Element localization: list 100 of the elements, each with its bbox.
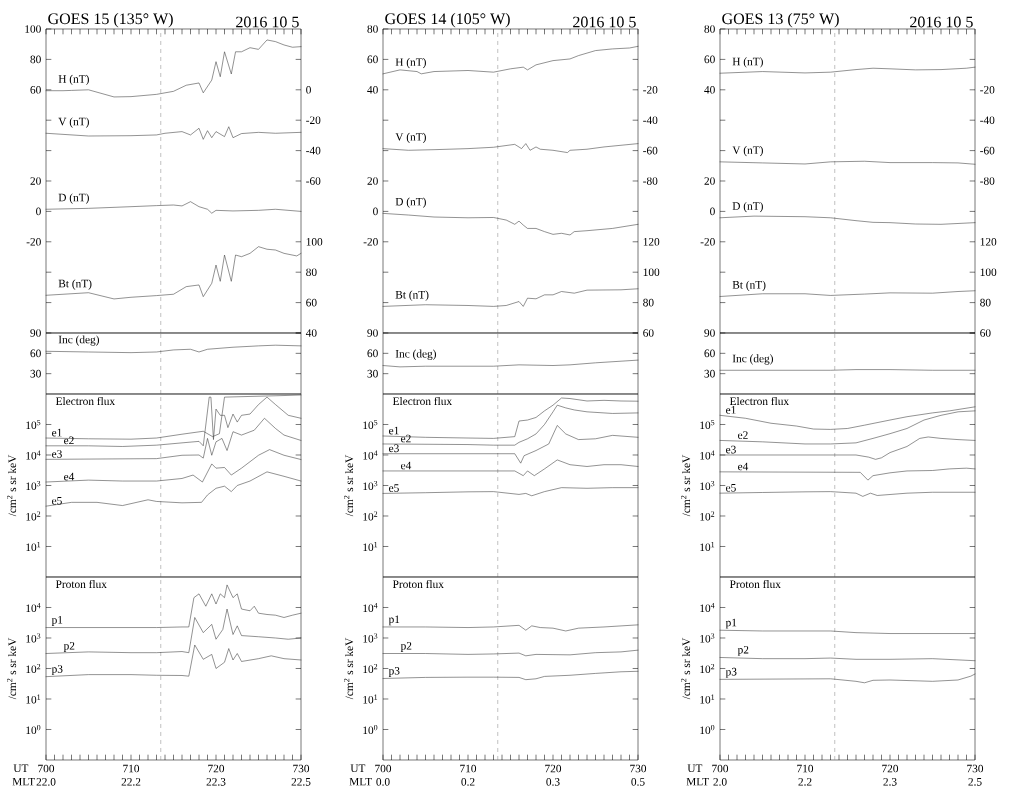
y2-tick-label: 0: [306, 85, 311, 94]
y-tick-label: 0: [373, 207, 378, 216]
series-label: e1: [52, 428, 62, 437]
line-series: [45, 644, 302, 677]
y-tick-label: 20: [367, 177, 378, 185]
series-label: e4: [401, 461, 412, 470]
y-axis-title: /cm$^{2}$ s sr keV: [343, 454, 354, 517]
series-label: V (nT): [58, 117, 89, 128]
x2-axis-title: MLT: [349, 777, 372, 786]
x-tick-label: 730: [293, 764, 310, 773]
series-label: p3: [51, 665, 63, 676]
y2-tick-label: -20: [643, 85, 658, 94]
x2-tick-label: 22.5: [291, 778, 311, 786]
series-label: V (nT): [395, 132, 426, 144]
y-tick-label: 90: [704, 329, 715, 337]
line-series: [382, 459, 639, 476]
line-series: [382, 143, 639, 153]
y-tick-label: -20: [363, 237, 378, 246]
series-label: e1: [726, 406, 736, 414]
y-tick-label: 10$^{2}$: [700, 511, 715, 521]
y2-tick-label: 60: [306, 298, 317, 307]
y-axis-title: /cm$^{2}$ s sr keV: [6, 637, 17, 700]
chart-title: GOES 13 (75° W): [722, 12, 839, 28]
line-series: [45, 126, 302, 140]
y-tick-label: 20: [704, 177, 715, 185]
y-tick-label: 10$^{2}$: [363, 511, 378, 521]
series-label: e1: [389, 426, 399, 435]
y-tick-label: 10$^{0}$: [363, 724, 378, 735]
line-series: [45, 246, 302, 300]
series-label: e3: [52, 450, 62, 458]
series-label: p1: [388, 615, 400, 626]
y-tick-label: 60: [704, 349, 715, 358]
y-tick-label: -20: [700, 237, 715, 246]
y-tick-label: 10$^{1}$: [363, 694, 378, 704]
chart-title: Proton flux: [392, 579, 444, 589]
x2-tick-label: 2.5: [968, 778, 982, 786]
y-tick-label: 10$^{5}$: [26, 419, 41, 430]
x-tick-label: 700: [712, 764, 729, 773]
series-label: Inc (deg): [395, 349, 436, 360]
y2-tick-label: 100: [980, 268, 997, 277]
series-label: Inc (deg): [732, 354, 773, 365]
y2-tick-label: -60: [643, 146, 658, 155]
y2-tick-label: -20: [306, 116, 321, 125]
x2-tick-label: 0.5: [631, 778, 645, 786]
series-label: p3: [725, 667, 737, 678]
series-label: e2: [64, 436, 74, 445]
x-tick-label: 720: [208, 764, 225, 773]
series-label: e3: [389, 444, 399, 453]
chart-subtitle: 2016 10 5: [236, 16, 299, 28]
series-label: p1: [725, 618, 737, 629]
y-tick-label: 40: [704, 85, 715, 94]
x2-tick-label: 2.0: [713, 778, 727, 786]
y2-tick-label: 80: [980, 298, 991, 307]
x-tick-label: 710: [123, 764, 140, 773]
series-label: e4: [64, 472, 75, 481]
series-label: p2: [737, 645, 749, 656]
y2-tick-label: -20: [980, 85, 995, 94]
y-tick-label: 10$^{3}$: [363, 633, 378, 643]
y-tick-label: 90: [367, 329, 378, 337]
series-label: H (nT): [395, 57, 426, 69]
line-series: [382, 288, 639, 307]
x-tick-label: 710: [797, 764, 814, 773]
series-label: e5: [52, 497, 62, 505]
x-axis-title: UT: [350, 764, 366, 773]
y-tick-label: 10$^{3}$: [26, 633, 41, 643]
line-series: [719, 215, 976, 225]
chart-subtitle: 2016 10 5: [573, 16, 636, 28]
y2-tick-label: -60: [306, 177, 321, 185]
y2-tick-label: 120: [980, 237, 997, 246]
line-series: [45, 449, 302, 483]
series-label: H (nT): [58, 74, 89, 86]
chart-title: GOES 15 (135° W): [48, 12, 173, 28]
y-tick-label: 10$^{5}$: [363, 419, 378, 430]
x-axis-title: UT: [13, 764, 29, 773]
series-label: D (nT): [732, 201, 763, 213]
y-tick-label: 10$^{2}$: [363, 663, 378, 674]
series-label: D (nT): [395, 197, 426, 208]
y2-tick-label: -80: [643, 177, 658, 185]
x-tick-label: 700: [38, 764, 55, 773]
y2-tick-label: 120: [643, 237, 660, 246]
y-tick-label: 10$^{3}$: [700, 633, 715, 643]
series-label: e3: [726, 445, 736, 454]
y2-tick-label: 80: [643, 298, 654, 307]
y-tick-label: 10$^{5}$: [700, 419, 715, 430]
y2-tick-label: -40: [643, 116, 658, 125]
y-tick-label: 40: [367, 85, 378, 94]
y-tick-label: 20: [30, 177, 41, 185]
y2-tick-label: -40: [306, 146, 321, 155]
series-label: D (nT): [58, 193, 89, 204]
y-tick-label: 10$^{1}$: [26, 541, 41, 552]
line-series: [382, 425, 639, 464]
x-tick-label: 730: [967, 764, 984, 773]
y2-tick-label: 40: [305, 329, 317, 337]
chart-title: Electron flux: [392, 396, 452, 406]
line-series: [382, 404, 639, 446]
y-tick-label: 10$^{3}$: [26, 480, 41, 491]
x-tick-label: 700: [375, 764, 392, 773]
x2-tick-label: 22.3: [206, 778, 226, 786]
series-label: p1: [51, 616, 63, 626]
chart-title: Proton flux: [729, 579, 781, 589]
